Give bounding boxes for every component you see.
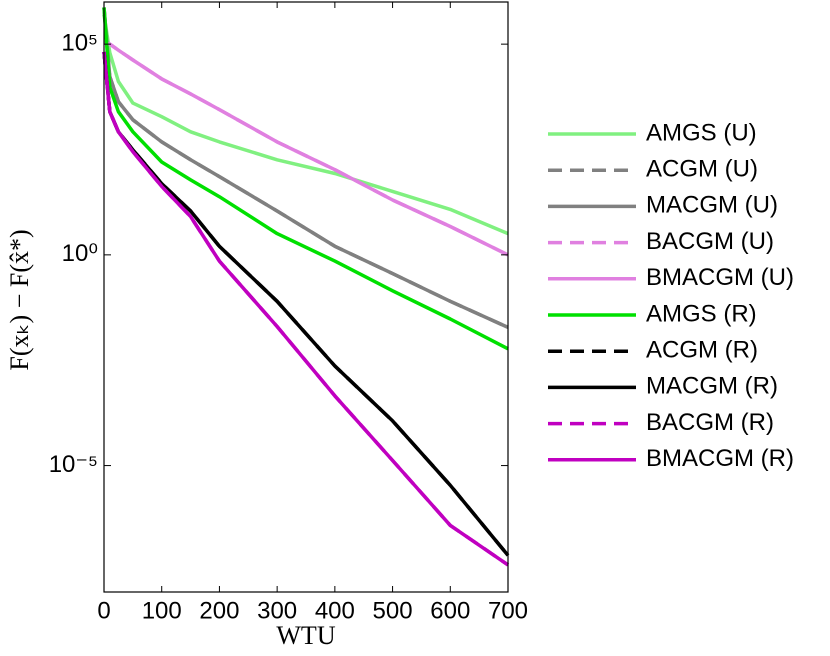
- series-line: [102, 51, 510, 557]
- x-tick-label: 500: [373, 597, 413, 624]
- legend-label: BACGM (R): [646, 409, 774, 436]
- series-line: [102, 7, 509, 351]
- x-axis-label: WTU: [276, 621, 335, 650]
- x-tick-label: 100: [142, 597, 182, 624]
- series-line: [103, 40, 509, 257]
- x-tick-label: 600: [430, 597, 470, 624]
- plot-frame: [103, 1, 509, 593]
- y-tick-label: 10⁻⁵: [49, 451, 98, 478]
- legend-label: AMGS (U): [646, 119, 757, 146]
- y-axis-label: F(xₖ) − F(x̂*): [5, 229, 34, 370]
- legend-label: AMGS (R): [646, 300, 757, 327]
- legend-label: BMACGM (U): [646, 264, 794, 291]
- x-tick-label: 700: [488, 597, 528, 624]
- series-line: [102, 51, 509, 567]
- x-tick-label: 400: [315, 597, 355, 624]
- series-line: [102, 51, 509, 567]
- legend-label: ACGM (R): [646, 337, 758, 364]
- x-tick-label: 0: [97, 597, 110, 624]
- x-tick-label: 300: [257, 597, 297, 624]
- legend-label: MACGM (R): [646, 373, 778, 400]
- legend-label: MACGM (U): [646, 192, 778, 219]
- legend-label: ACGM (U): [646, 156, 758, 183]
- x-tick-label: 200: [199, 597, 239, 624]
- series-line: [103, 40, 509, 257]
- y-tick-label: 10⁵: [61, 29, 98, 56]
- legend-label: BACGM (U): [646, 228, 774, 255]
- legend-label: BMACGM (R): [646, 445, 794, 472]
- series-line: [102, 14, 509, 236]
- y-tick-label: 10⁰: [62, 240, 98, 267]
- series-line: [102, 7, 509, 329]
